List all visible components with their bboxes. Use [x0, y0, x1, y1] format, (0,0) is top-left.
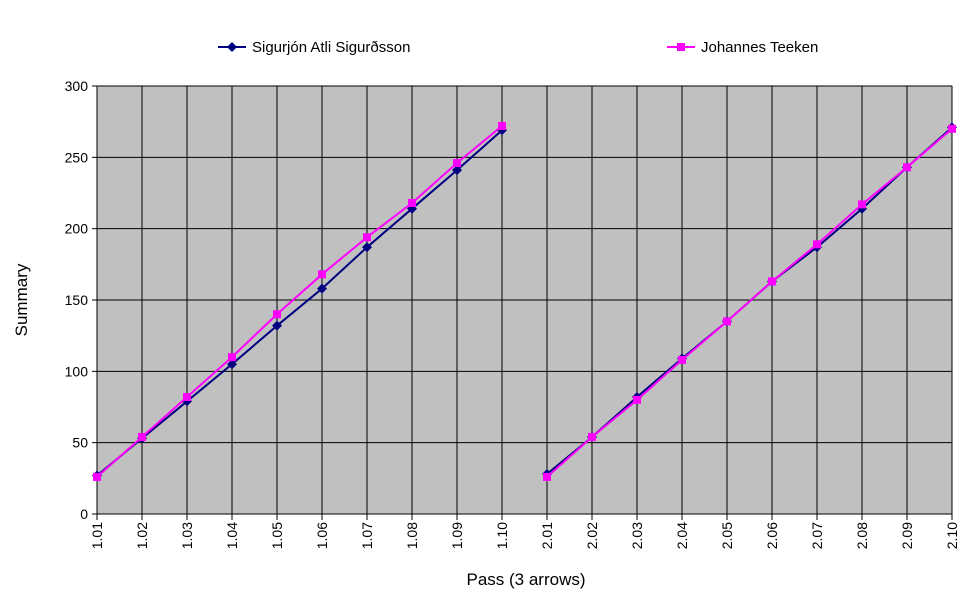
x-tick-label: 1.08: [404, 522, 420, 549]
data-point: [362, 242, 372, 253]
x-tick-label: 1.05: [269, 522, 285, 549]
x-tick-label: 2.02: [584, 522, 600, 549]
y-tick-label: 150: [65, 292, 89, 308]
data-point: [408, 198, 416, 207]
data-point: [227, 359, 237, 370]
data-point: [768, 277, 776, 286]
x-tick-label: 1.03: [179, 522, 195, 549]
data-point: [453, 159, 461, 168]
series-layer: [92, 121, 957, 481]
x-tick-label: 2.09: [899, 522, 915, 549]
data-point: [813, 240, 821, 249]
data-point: [633, 395, 641, 404]
legend: Sigurjón Atli Sigurðsson Johannes Teeken: [218, 39, 818, 56]
x-tick-label: 1.06: [314, 522, 330, 549]
x-tick-label: 2.01: [539, 522, 555, 549]
data-point: [452, 165, 462, 176]
data-point: [273, 310, 281, 319]
series-line: [546, 128, 953, 478]
x-tick-label: 1.07: [359, 522, 375, 549]
data-point: [588, 432, 596, 441]
data-point: [948, 124, 956, 133]
x-tick-label: 2.06: [764, 522, 780, 549]
y-tick-label: 100: [65, 363, 89, 379]
legend-item: Sigurjón Atli Sigurðsson: [218, 39, 410, 56]
data-point: [272, 320, 282, 331]
data-point: [498, 121, 506, 130]
series-2: [93, 121, 956, 481]
y-tick-label: 0: [80, 506, 88, 522]
data-point: [228, 353, 236, 362]
x-tick-labels: 1.01 1.02 1.03 1.04 1.05 1.06 1.07 1.08 1.09 1.10…: [89, 522, 960, 549]
y-axis-title: Summary: [12, 263, 31, 336]
x-tick-label: 2.07: [809, 522, 825, 549]
x-tick-label: 1.02: [134, 522, 150, 549]
data-point: [858, 200, 866, 209]
x-tick-label: 2.08: [854, 522, 870, 549]
data-point: [363, 233, 371, 242]
x-tick-label: 1.04: [224, 522, 240, 549]
x-tick-label: 2.04: [674, 522, 690, 549]
legend-marker: [677, 43, 685, 51]
data-point: [723, 317, 731, 326]
x-tick-label: 1.09: [449, 522, 465, 549]
y-tick-label: 300: [65, 78, 89, 94]
data-point: [93, 472, 101, 481]
data-point: [543, 472, 551, 481]
y-tick-label: 200: [65, 221, 89, 237]
data-point: [318, 270, 326, 279]
legend-marker: [227, 42, 237, 52]
data-point: [678, 355, 686, 364]
data-point: [183, 393, 191, 402]
x-tick-label: 1.01: [89, 522, 105, 549]
y-tick-label: 50: [72, 435, 88, 451]
x-tick-label: 2.05: [719, 522, 735, 549]
data-point: [138, 432, 146, 441]
x-tick-label: 2.10: [944, 522, 960, 549]
x-tick-label: 1.10: [494, 522, 510, 549]
y-gridlines: [92, 85, 952, 515]
legend-item: Johannes Teeken: [667, 39, 818, 56]
x-tick-label: 2.03: [629, 522, 645, 549]
legend-label: Johannes Teeken: [701, 39, 818, 56]
y-tick-label: 250: [65, 149, 89, 165]
legend-label: Sigurjón Atli Sigurðsson: [252, 39, 410, 56]
x-axis-title: Pass (3 arrows): [466, 570, 585, 589]
series-line: [96, 125, 503, 478]
series-line: [96, 129, 503, 477]
data-point: [317, 283, 327, 294]
data-point: [903, 163, 911, 172]
y-tick-labels: 0 50 100 150 200 250 300: [65, 78, 89, 522]
